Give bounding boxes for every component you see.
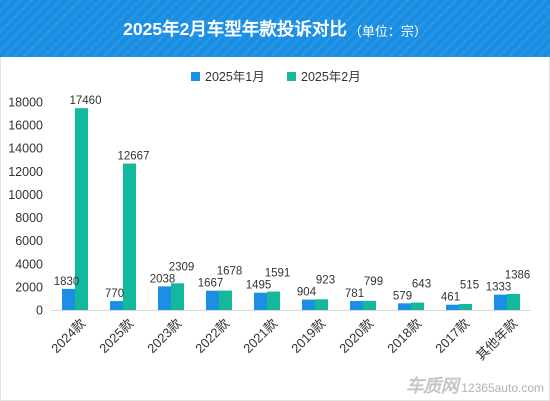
x-tick-label: 2017款 <box>432 316 472 356</box>
bar-series-0 <box>110 301 123 310</box>
data-label: 1678 <box>217 266 243 278</box>
plot-area: 1830 17460 770 12667 20382309166716781495159… <box>54 95 531 310</box>
data-label: 1495 <box>246 280 272 292</box>
x-tick-label: 2023款 <box>144 316 184 356</box>
data-label: 643 <box>412 278 431 290</box>
x-tick-label: 2019款 <box>288 316 328 356</box>
bar-series-1 <box>363 300 376 310</box>
title-banner: 2025年2月车型年款投诉对比 （单位：宗） <box>0 0 550 57</box>
x-tick-label: 2024款 <box>48 316 88 356</box>
y-tick-label: 2000 <box>15 280 43 294</box>
data-label: 1386 <box>505 270 531 282</box>
y-tick-label: 6000 <box>15 234 43 248</box>
bar-series-0 <box>446 304 459 310</box>
data-label: 781 <box>345 288 364 300</box>
bar-series-0 <box>302 299 315 310</box>
legend-swatch <box>287 72 296 81</box>
bar-series-0 <box>206 290 219 310</box>
category-group: 1830 17460 <box>54 95 102 310</box>
chart-title: 2025年2月车型年款投诉对比 <box>123 19 347 39</box>
legend-item: 2025年1月 <box>191 70 265 84</box>
bar-series-0 <box>350 301 363 310</box>
bar-series-0 <box>494 294 507 310</box>
data-label: 2038 <box>150 273 176 285</box>
data-label: 923 <box>316 275 335 287</box>
bar-series-1 <box>459 304 472 310</box>
data-label: 1830 <box>54 276 80 288</box>
data-label: 799 <box>364 276 383 288</box>
bar-series-1 <box>75 108 88 310</box>
y-tick-label: 0 <box>36 304 43 318</box>
y-tick-label: 12000 <box>8 165 43 179</box>
x-tick-label: 2020款 <box>336 316 376 356</box>
y-axis: 0 2000 4000 6000 8000 10000 12000 14000 16000 180… <box>8 96 43 318</box>
data-label: 1591 <box>265 268 291 280</box>
y-tick-label: 10000 <box>8 188 43 202</box>
bar-series-1 <box>219 290 232 310</box>
legend-item: 2025年2月 <box>287 70 361 84</box>
data-label: 2309 <box>169 261 195 273</box>
data-label: 1333 <box>486 282 512 294</box>
x-tick-label: 2022款 <box>192 316 232 356</box>
bar-series-1 <box>123 163 136 310</box>
bar-series-1 <box>171 283 184 310</box>
data-label: 579 <box>393 290 412 302</box>
data-label: 515 <box>460 280 479 292</box>
bar-series-0 <box>158 286 171 310</box>
y-tick-label: 18000 <box>8 96 43 110</box>
data-label: 17460 <box>70 95 102 107</box>
x-axis: 2024款 2025款 2023款 2022款 2021款 2019款 2020款 2018款… <box>48 310 531 363</box>
x-tick-label: 其他年款 <box>473 316 520 363</box>
bar-series-0 <box>398 303 411 310</box>
bar-series-1 <box>411 302 424 310</box>
bar-series-1 <box>267 291 280 310</box>
x-tick-label: 2025款 <box>96 316 136 356</box>
data-label: 770 <box>105 288 124 300</box>
y-tick-label: 16000 <box>8 119 43 133</box>
x-tick-label: 2021款 <box>240 316 280 356</box>
data-label: 1667 <box>198 278 224 290</box>
watermark-site: 12365auto.com <box>461 381 544 395</box>
bar-series-1 <box>315 299 328 310</box>
legend-label: 2025年2月 <box>301 70 361 84</box>
data-label: 461 <box>441 292 460 304</box>
bar-series-0 <box>254 292 267 310</box>
watermark-brand: 车质网 <box>405 376 459 396</box>
y-tick-label: 14000 <box>8 142 43 156</box>
y-tick-label: 4000 <box>15 257 43 271</box>
data-label: 12667 <box>118 151 150 163</box>
legend: 2025年1月 2025年2月 <box>191 70 361 84</box>
legend-label: 2025年1月 <box>205 70 265 84</box>
x-tick-label: 2018款 <box>384 316 424 356</box>
bar-series-1 <box>507 294 520 310</box>
bar-series-0 <box>62 288 75 310</box>
chart-unit: （单位：宗） <box>348 23 427 39</box>
watermark-logo: 车质网 12365auto.com <box>406 372 544 398</box>
data-label: 904 <box>297 287 317 299</box>
legend-swatch <box>191 72 200 81</box>
category-group: 770 12667 <box>105 151 150 310</box>
y-tick-label: 8000 <box>15 211 43 225</box>
